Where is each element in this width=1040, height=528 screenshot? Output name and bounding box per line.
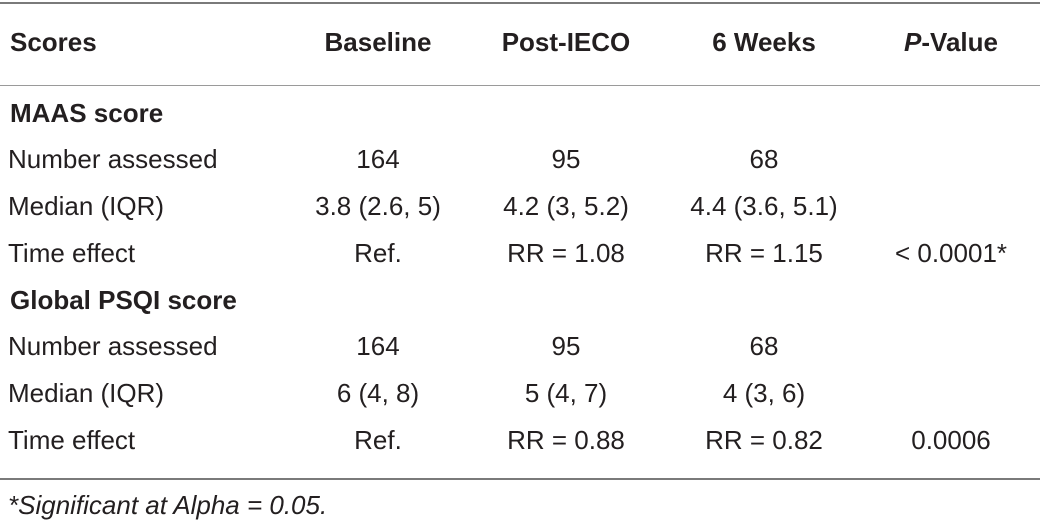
row-label: Number assessed bbox=[8, 331, 218, 361]
table-row: Number assessed 164 95 68 bbox=[0, 136, 1040, 183]
cell-p-value bbox=[862, 323, 1040, 370]
cell-post-ieco: RR = 0.88 bbox=[507, 425, 625, 455]
top-rule bbox=[0, 2, 1040, 4]
table-row: Number assessed 164 95 68 bbox=[0, 323, 1040, 370]
cell-post-ieco: 95 bbox=[551, 144, 581, 174]
cell-6-weeks: 68 bbox=[749, 331, 779, 361]
cell-baseline: 3.8 (2.6, 5) bbox=[315, 191, 441, 221]
header-value-suffix: -Value bbox=[921, 26, 998, 57]
header-rule bbox=[0, 85, 1040, 86]
cell-p-value: < 0.0001* bbox=[894, 238, 1008, 268]
header-post-ieco: Post-IECO bbox=[501, 26, 631, 57]
cell-p-value bbox=[862, 370, 1040, 417]
table-row: Time effect Ref. RR = 1.08 RR = 1.15 < 0… bbox=[0, 230, 1040, 277]
bottom-rule bbox=[0, 478, 1040, 480]
cell-6-weeks: RR = 1.15 bbox=[705, 238, 823, 268]
row-label: Time effect bbox=[8, 425, 136, 455]
table-row: Median (IQR) 6 (4, 8) 5 (4, 7) 4 (3, 6) bbox=[0, 370, 1040, 417]
cell-post-ieco: RR = 1.08 bbox=[507, 238, 625, 268]
cell-post-ieco: 5 (4, 7) bbox=[524, 378, 608, 408]
cell-6-weeks: 4 (3, 6) bbox=[722, 378, 806, 408]
cell-6-weeks: 4.4 (3.6, 5.1) bbox=[690, 191, 838, 221]
row-label: Number assessed bbox=[8, 144, 218, 174]
table-row: Median (IQR) 3.8 (2.6, 5) 4.2 (3, 5.2) 4… bbox=[0, 183, 1040, 230]
cell-p-value bbox=[862, 136, 1040, 183]
header-6-weeks: 6 Weeks bbox=[712, 26, 816, 57]
header-p-letter: P bbox=[904, 26, 922, 57]
cell-baseline: Ref. bbox=[354, 238, 402, 268]
section-title-psqi: Global PSQI score bbox=[10, 284, 237, 315]
cell-p-value: 0.0006 bbox=[911, 425, 991, 455]
cell-baseline: Ref. bbox=[354, 425, 402, 455]
header-scores: Scores bbox=[10, 26, 97, 57]
row-label: Time effect bbox=[8, 238, 136, 268]
header-p-value: P-Value bbox=[862, 20, 1040, 64]
header-baseline: Baseline bbox=[324, 26, 432, 57]
cell-baseline: 164 bbox=[356, 331, 400, 361]
cell-post-ieco: 95 bbox=[551, 331, 581, 361]
cell-baseline: 6 (4, 8) bbox=[336, 378, 420, 408]
header-row: Scores Baseline Post-IECO 6 Weeks P-Valu… bbox=[0, 20, 1040, 64]
section-row: Global PSQI score bbox=[0, 277, 1040, 323]
section-row: MAAS score bbox=[0, 90, 1040, 136]
cell-p-value bbox=[862, 183, 1040, 230]
row-label: Median (IQR) bbox=[8, 191, 165, 221]
cell-baseline: 164 bbox=[356, 144, 400, 174]
scores-table: Scores Baseline Post-IECO 6 Weeks P-Valu… bbox=[0, 20, 1040, 464]
cell-6-weeks: 68 bbox=[749, 144, 779, 174]
row-label: Median (IQR) bbox=[8, 378, 165, 408]
footnote: *Significant at Alpha = 0.05. bbox=[8, 490, 328, 520]
cell-post-ieco: 4.2 (3, 5.2) bbox=[503, 191, 629, 221]
section-title-maas: MAAS score bbox=[10, 97, 164, 128]
cell-6-weeks: RR = 0.82 bbox=[705, 425, 823, 455]
table-row: Time effect Ref. RR = 0.88 RR = 0.82 0.0… bbox=[0, 417, 1040, 464]
